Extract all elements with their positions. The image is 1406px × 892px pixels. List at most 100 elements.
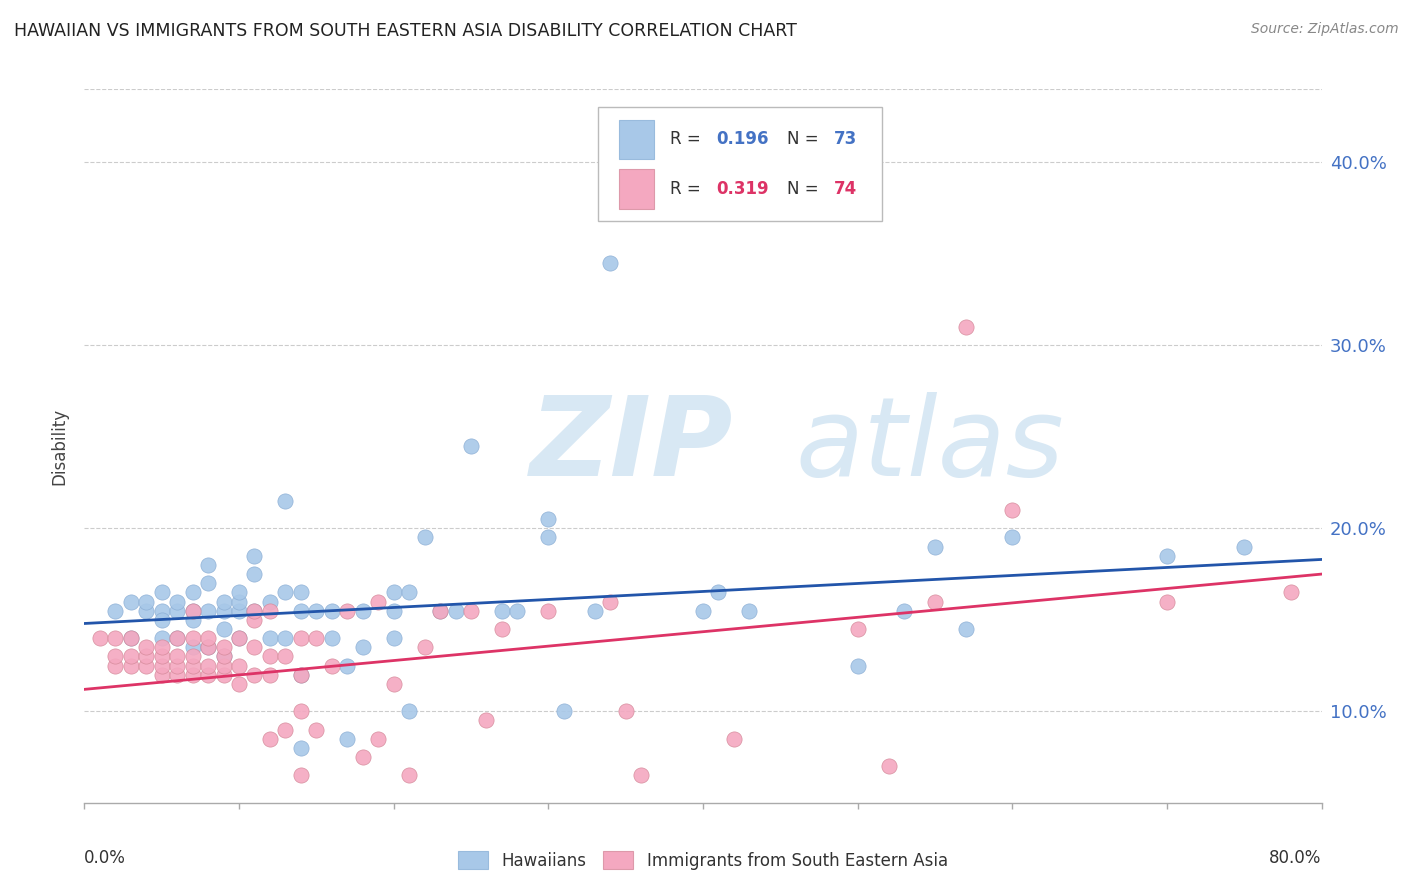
Point — [166, 604, 188, 618]
Text: 0.196: 0.196 — [717, 130, 769, 148]
Point — [243, 549, 266, 563]
Text: 74: 74 — [834, 180, 858, 198]
Point — [166, 649, 188, 664]
Point — [692, 604, 714, 618]
Point — [398, 704, 420, 718]
Point — [382, 604, 405, 618]
Point — [707, 585, 730, 599]
Point — [274, 494, 297, 508]
Text: R =: R = — [669, 180, 706, 198]
Point — [429, 604, 451, 618]
Point — [135, 604, 157, 618]
Point — [197, 576, 219, 591]
Point — [120, 658, 142, 673]
Point — [537, 512, 560, 526]
Text: N =: N = — [787, 180, 824, 198]
Point — [120, 649, 142, 664]
Point — [197, 604, 219, 618]
Point — [444, 604, 467, 618]
Point — [1279, 585, 1302, 599]
Point — [197, 640, 219, 655]
Point — [197, 558, 219, 572]
Point — [228, 585, 250, 599]
Point — [290, 585, 312, 599]
Point — [630, 768, 652, 782]
Point — [274, 631, 297, 645]
Point — [537, 604, 560, 618]
Y-axis label: Disability: Disability — [51, 408, 69, 484]
Point — [553, 704, 575, 718]
Point — [491, 622, 513, 636]
Point — [212, 604, 235, 618]
Point — [104, 631, 127, 645]
Point — [321, 658, 343, 673]
Point — [367, 731, 389, 746]
Point — [150, 604, 173, 618]
Point — [305, 604, 328, 618]
Point — [336, 658, 359, 673]
Point — [1001, 531, 1024, 545]
Point — [475, 714, 498, 728]
Point — [104, 604, 127, 618]
Text: ZIP: ZIP — [530, 392, 734, 500]
Point — [460, 439, 482, 453]
Point — [197, 658, 219, 673]
Point — [290, 667, 312, 681]
Point — [274, 649, 297, 664]
Point — [243, 640, 266, 655]
FancyBboxPatch shape — [619, 169, 654, 209]
Point — [135, 649, 157, 664]
Text: Source: ZipAtlas.com: Source: ZipAtlas.com — [1251, 22, 1399, 37]
Point — [228, 594, 250, 608]
Point — [614, 704, 637, 718]
Point — [212, 649, 235, 664]
Text: N =: N = — [787, 130, 824, 148]
Point — [259, 594, 281, 608]
Point — [1001, 503, 1024, 517]
Point — [135, 594, 157, 608]
Point — [259, 731, 281, 746]
Point — [321, 631, 343, 645]
Point — [259, 649, 281, 664]
Point — [243, 604, 266, 618]
Point — [150, 649, 173, 664]
Point — [352, 640, 374, 655]
Point — [181, 631, 204, 645]
Text: HAWAIIAN VS IMMIGRANTS FROM SOUTH EASTERN ASIA DISABILITY CORRELATION CHART: HAWAIIAN VS IMMIGRANTS FROM SOUTH EASTER… — [14, 22, 797, 40]
Point — [104, 649, 127, 664]
Point — [846, 658, 869, 673]
Point — [197, 667, 219, 681]
Point — [212, 640, 235, 655]
Point — [382, 585, 405, 599]
Point — [166, 631, 188, 645]
Point — [150, 658, 173, 673]
Point — [336, 604, 359, 618]
Point — [228, 604, 250, 618]
Point — [398, 768, 420, 782]
Point — [150, 667, 173, 681]
Point — [290, 604, 312, 618]
Point — [305, 723, 328, 737]
Point — [181, 604, 204, 618]
FancyBboxPatch shape — [598, 107, 883, 221]
Legend: Hawaiians, Immigrants from South Eastern Asia: Hawaiians, Immigrants from South Eastern… — [451, 845, 955, 877]
Point — [599, 594, 621, 608]
Point — [212, 667, 235, 681]
Point — [274, 723, 297, 737]
Point — [738, 604, 761, 618]
Point — [290, 631, 312, 645]
Point — [398, 585, 420, 599]
Point — [166, 658, 188, 673]
Point — [259, 631, 281, 645]
Text: 0.319: 0.319 — [717, 180, 769, 198]
Text: 0.0%: 0.0% — [84, 849, 127, 867]
Point — [212, 658, 235, 673]
Point — [228, 631, 250, 645]
Point — [259, 667, 281, 681]
Point — [491, 604, 513, 618]
Point — [382, 677, 405, 691]
Point — [1156, 549, 1178, 563]
Point — [228, 658, 250, 673]
Point — [181, 640, 204, 655]
Point — [305, 631, 328, 645]
